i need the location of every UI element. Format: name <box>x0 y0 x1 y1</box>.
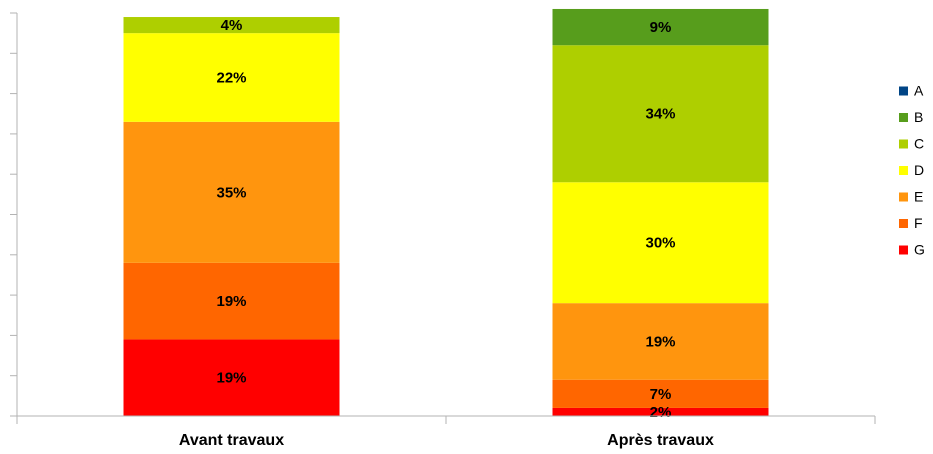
data-label: 35% <box>216 184 246 201</box>
legend-label: A <box>914 83 924 99</box>
legend-swatch <box>899 245 908 255</box>
bar-segment <box>123 121 340 263</box>
bar-segment <box>552 303 769 380</box>
bar-segment <box>552 8 769 46</box>
legend-swatch <box>899 86 908 96</box>
bar-segment <box>552 182 769 304</box>
data-label: 30% <box>645 235 675 252</box>
legend-swatch <box>899 166 908 175</box>
legend-swatch <box>899 219 908 228</box>
data-label: 19% <box>645 333 675 350</box>
data-label: 4% <box>221 17 243 34</box>
bar-segment <box>123 262 340 340</box>
data-label: 7% <box>650 386 672 403</box>
data-label: 34% <box>645 106 675 123</box>
bar-segment <box>123 33 340 122</box>
legend-label: B <box>914 109 923 125</box>
x-tick-label: Après travaux <box>607 432 714 449</box>
legend-swatch <box>899 113 908 122</box>
data-label: 19% <box>216 293 246 310</box>
legend-label: G <box>914 242 925 258</box>
bar-segment <box>123 339 340 416</box>
data-label: 19% <box>216 370 246 387</box>
legend-label: C <box>914 136 924 152</box>
legend-label: D <box>914 162 924 178</box>
data-label: 22% <box>216 69 246 86</box>
bar-segment <box>552 407 769 416</box>
bar-segment <box>552 379 769 408</box>
data-label: 2% <box>650 404 672 421</box>
bar-segment <box>123 17 340 34</box>
data-label: 9% <box>650 19 672 36</box>
legend-swatch <box>899 192 908 202</box>
legend-label: E <box>914 189 923 205</box>
legend-label: F <box>914 215 923 231</box>
bar-segment <box>552 45 769 183</box>
x-tick-label: Avant travaux <box>179 432 284 449</box>
legend-swatch <box>899 139 908 149</box>
